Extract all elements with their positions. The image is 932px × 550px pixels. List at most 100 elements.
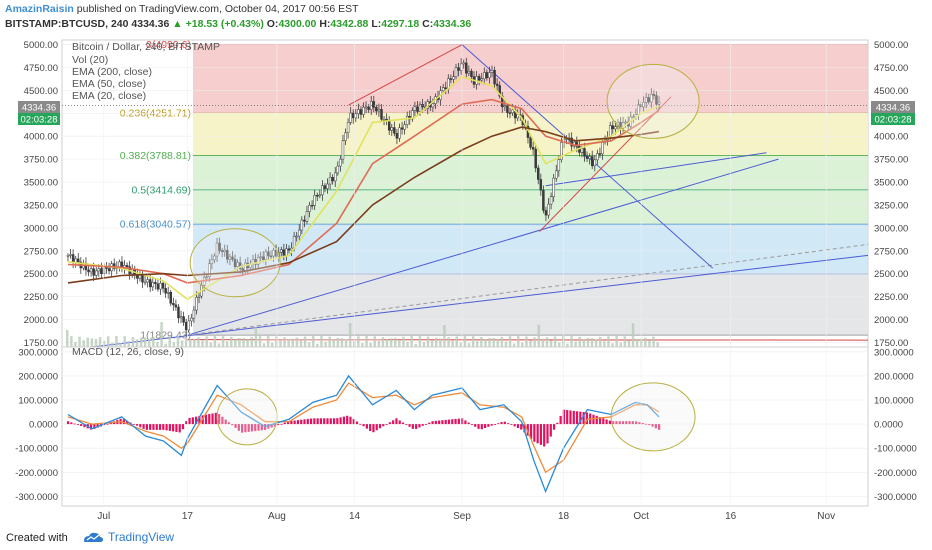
low-label: L: [371, 18, 382, 30]
macd-histogram-bar [428, 422, 431, 425]
volume-bar [111, 342, 114, 347]
price-tick-right: 2750.00 [874, 246, 908, 257]
volume-bar [496, 339, 499, 347]
candle-body [547, 203, 550, 216]
macd-histogram-bar [411, 424, 414, 429]
publish-info: published on TradingView.com, October 04… [76, 3, 359, 15]
macd-histogram-bar [421, 424, 424, 426]
candle-body [166, 291, 170, 294]
macd-histogram-bar [546, 424, 549, 444]
candle-body [118, 261, 121, 268]
candle-body [92, 268, 95, 276]
volume-bar [627, 340, 631, 347]
candle-body [590, 156, 594, 167]
trend-line [545, 152, 767, 187]
candle-body [280, 249, 283, 253]
volume-bar [328, 336, 331, 347]
candle-body [205, 276, 208, 278]
macd-histogram-bar [70, 422, 73, 425]
candle-body [403, 124, 406, 130]
candle-body [560, 142, 563, 160]
macd-histogram-bar [451, 419, 454, 425]
volume-bar [603, 341, 606, 347]
volume-bar [512, 343, 516, 347]
candle-body [159, 282, 162, 290]
volume-bar [582, 339, 586, 347]
candle-body [87, 269, 90, 273]
macd-pane[interactable]: 300.0000 300.0000 200.0000 200.0000 100.0000… [15, 346, 917, 507]
price-tick-right: 2500.00 [874, 269, 908, 280]
macd-histogram-bar [326, 418, 329, 425]
macd-annotation-ellipse [610, 382, 696, 452]
candle-body [598, 153, 602, 155]
macd-histogram-bar [516, 424, 520, 428]
candle-body [287, 248, 291, 251]
fib-label: 0(4999.6) [146, 39, 191, 51]
macd-histogram-bar [638, 422, 641, 425]
volume-bar [373, 336, 376, 347]
candle-body [359, 109, 363, 115]
candle-body [303, 219, 306, 222]
macd-histogram-bar [362, 424, 365, 427]
macd-tick-left: -200.0000 [15, 468, 58, 479]
price-tick-left: 4750.00 [24, 63, 58, 74]
macd-histogram-bar [96, 424, 99, 428]
macd-histogram-bar [549, 424, 552, 437]
macd-histogram-bar [221, 416, 224, 425]
volume-bar [238, 337, 241, 347]
author-link[interactable]: AmazinRaisin [5, 3, 74, 15]
chart-canvas[interactable]: 0(4999.6) 0.236(4251.71) 0.382(3788.81) 0.5… [0, 34, 932, 526]
candle-body [470, 70, 473, 77]
volume-bar [459, 342, 463, 347]
volume-bar [521, 342, 524, 347]
macd-histogram-bar [559, 415, 562, 425]
macd-histogram-bar [503, 421, 506, 425]
candle-body [97, 268, 101, 272]
annotation-ellipse [189, 228, 281, 298]
volume-bar [82, 340, 85, 347]
candle-body [226, 249, 229, 260]
candle-body [76, 258, 80, 263]
macd-histogram-bar [109, 422, 112, 425]
macd-histogram-bar [303, 419, 306, 425]
candle-body [285, 248, 288, 256]
candle-body [213, 255, 216, 261]
macd-legend: MACD (12, 26, close, 9) [72, 346, 184, 358]
price-tick-left: 3000.00 [24, 223, 58, 234]
macd-histogram-bar [431, 421, 434, 425]
candle-body [647, 97, 651, 103]
macd-histogram-bar [346, 415, 349, 425]
macd-histogram-bar [592, 414, 595, 425]
candle-body [336, 165, 340, 174]
candle-body [184, 322, 188, 331]
macd-histogram-bar [172, 424, 175, 432]
macd-histogram-bar [132, 424, 135, 425]
candle-body [552, 177, 555, 197]
volume-bar [570, 336, 573, 347]
time-tick: Sep [453, 511, 471, 522]
candle-body [146, 279, 149, 283]
volume-bar [131, 336, 135, 347]
candle-body [657, 101, 661, 105]
price-tick-right: 3750.00 [874, 155, 908, 166]
tradingview-logo[interactable]: TradingView [82, 530, 174, 544]
candle-body [382, 118, 386, 121]
candle-body [169, 291, 173, 304]
volume-bar [152, 336, 155, 347]
candle-body [608, 125, 612, 138]
candle-body [256, 257, 260, 265]
volume-bar [467, 343, 471, 347]
footer: Created with TradingView [0, 528, 932, 550]
candle-body [650, 94, 653, 103]
macd-histogram-bar [270, 424, 273, 428]
candle-body [151, 282, 155, 288]
macd-histogram-bar [398, 420, 401, 425]
candle-body [254, 259, 257, 265]
candle-body [89, 268, 93, 273]
macd-histogram-bar [122, 419, 125, 425]
legend-title: Bitcoin / Dollar, 240, BITSTAMP [72, 41, 220, 53]
ema20-line [67, 75, 660, 301]
candle-body [490, 70, 494, 73]
price-pane[interactable]: 0(4999.6) 0.236(4251.71) 0.382(3788.81) 0.5… [24, 39, 909, 349]
volume-bar [299, 340, 303, 347]
